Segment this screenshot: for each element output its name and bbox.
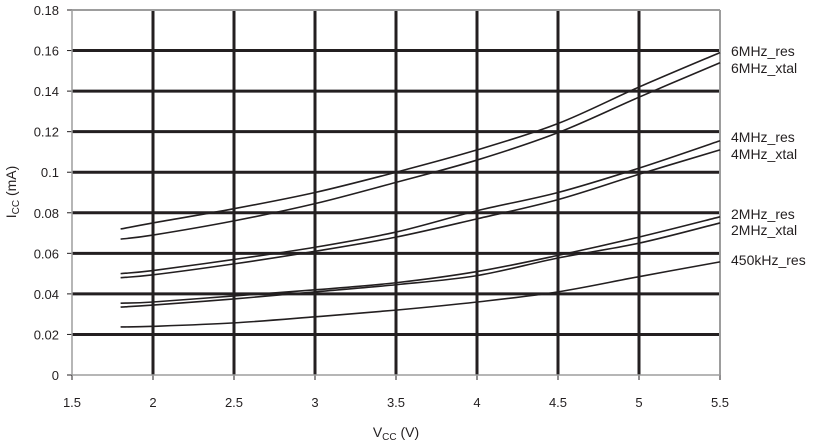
x-tick-label: 3 (311, 395, 318, 410)
y-tick-label: 0.02 (34, 327, 59, 342)
y-tick-label: 0.12 (34, 125, 59, 140)
y-tick-label: 0.1 (41, 165, 59, 180)
series-label: 6MHz_res (731, 43, 795, 59)
series-label: 4MHz_xtal (731, 146, 797, 162)
x-tick-label: 5.5 (711, 395, 729, 410)
x-tick-label: 2 (149, 395, 156, 410)
y-tick-label: 0.18 (34, 3, 59, 18)
series-line-6mhz-xtal (120, 61, 721, 240)
x-tick-label: 2.5 (225, 395, 243, 410)
y-tick-label: 0 (52, 368, 59, 383)
series-label: 6MHz_xtal (731, 60, 797, 76)
series-line-4mhz-res (120, 140, 721, 275)
y-tick-label: 0.16 (34, 44, 59, 59)
x-tick-label: 5 (635, 395, 642, 410)
x-tick-label: 4 (473, 395, 480, 410)
x-tick-label: 4.5 (549, 395, 567, 410)
y-tick-label: 0.08 (34, 206, 59, 221)
series-lines (120, 51, 721, 328)
x-tick-label: 1.5 (63, 395, 81, 410)
y-tick-label: 0.04 (34, 287, 59, 302)
grid (72, 10, 720, 375)
series-line-4mhz-xtal (120, 149, 721, 279)
series-label: 2MHz_res (731, 206, 795, 222)
tick-labels: 0 0.02 0.04 0.06 0.08 0.1 0.12 0.14 0.16 0.18 1.5 2… (34, 3, 729, 410)
y-tick-label: 0.06 (34, 246, 59, 261)
series-label: 450kHz_res (731, 252, 806, 268)
x-tick-label: 3.5 (387, 395, 405, 410)
series-line-450khz-res (120, 261, 721, 328)
series-label: 4MHz_res (731, 129, 795, 145)
plot-frame (67, 9, 721, 380)
y-tick-label: 0.14 (34, 84, 59, 99)
series-label: 2MHz_xtal (731, 222, 797, 238)
series-line-6mhz-res (120, 51, 721, 230)
x-axis-title: VCC (V) (373, 424, 419, 443)
series-line-2mhz-xtal (120, 222, 721, 308)
series-line-2mhz-res (120, 216, 721, 305)
y-axis-title: ICC (mA) (3, 166, 22, 219)
